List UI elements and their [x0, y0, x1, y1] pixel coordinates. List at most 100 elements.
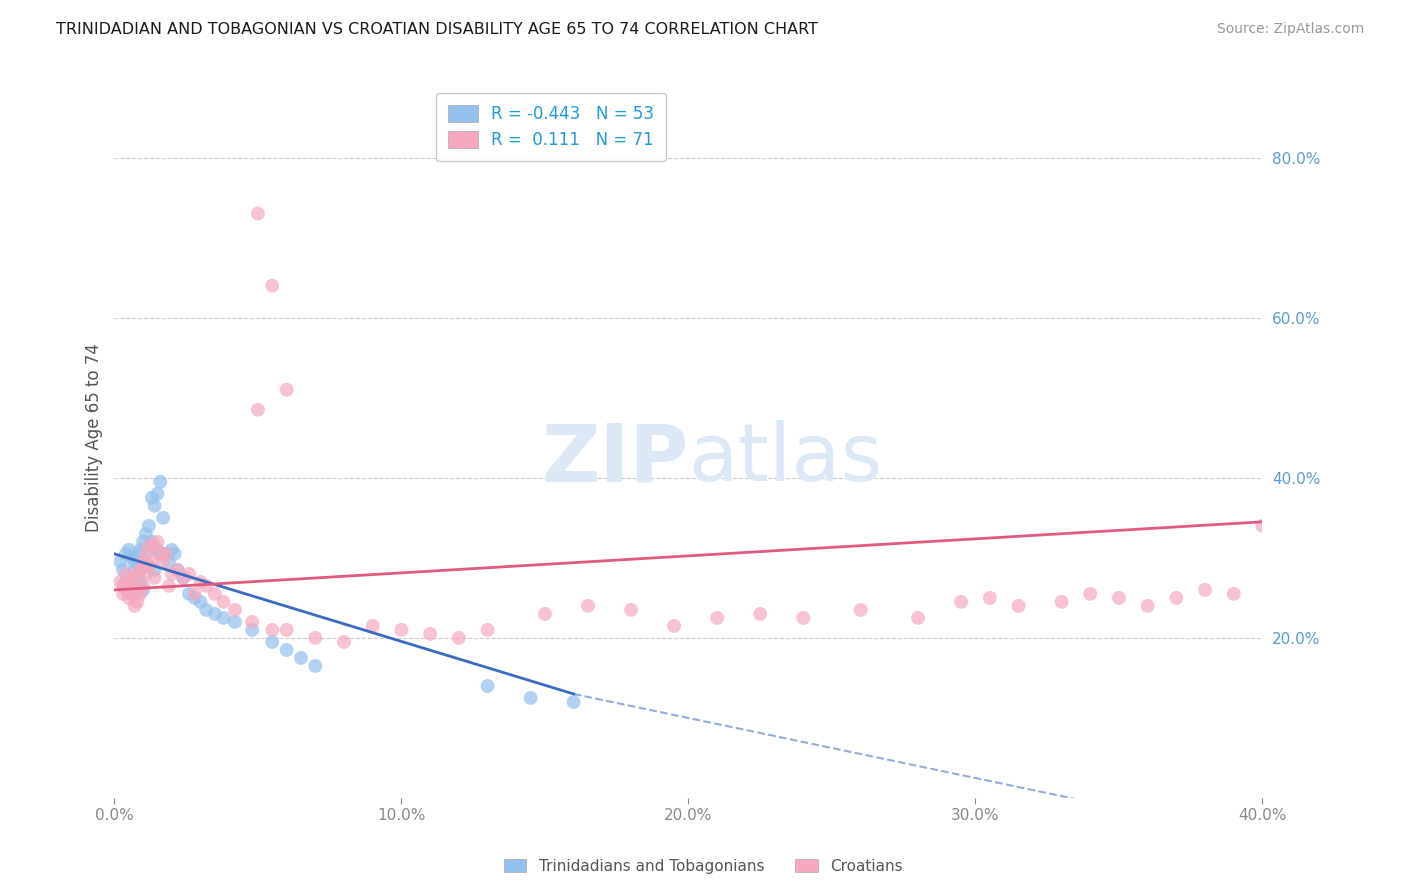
Point — [124, 555, 146, 569]
Point — [127, 582, 149, 597]
Point — [262, 278, 284, 293]
Point — [361, 619, 384, 633]
Point — [111, 563, 134, 577]
Point — [262, 635, 284, 649]
Point — [115, 582, 138, 597]
Point — [132, 558, 155, 573]
Point — [950, 595, 973, 609]
Point — [138, 558, 160, 573]
Point — [127, 566, 149, 581]
Point — [132, 534, 155, 549]
Point — [534, 607, 557, 621]
Point — [121, 587, 143, 601]
Point — [1007, 599, 1029, 613]
Point — [172, 571, 194, 585]
Point — [419, 627, 441, 641]
Point — [333, 635, 356, 649]
Point — [166, 563, 188, 577]
Point — [276, 643, 298, 657]
Text: TRINIDADIAN AND TOBAGONIAN VS CROATIAN DISABILITY AGE 65 TO 74 CORRELATION CHART: TRINIDADIAN AND TOBAGONIAN VS CROATIAN D… — [56, 22, 818, 37]
Point — [157, 579, 180, 593]
Text: Source: ZipAtlas.com: Source: ZipAtlas.com — [1216, 22, 1364, 37]
Point — [115, 566, 138, 581]
Point — [111, 579, 134, 593]
Point — [152, 555, 174, 569]
Point — [276, 623, 298, 637]
Point — [224, 615, 246, 629]
Point — [240, 623, 263, 637]
Point — [160, 542, 183, 557]
Point — [519, 690, 541, 705]
Point — [177, 566, 200, 581]
Point — [391, 623, 413, 637]
Legend: R = -0.443   N = 53, R =  0.111   N = 71: R = -0.443 N = 53, R = 0.111 N = 71 — [436, 93, 665, 161]
Point — [115, 547, 138, 561]
Point — [177, 587, 200, 601]
Point — [849, 603, 872, 617]
Point — [749, 607, 772, 621]
Point — [129, 542, 152, 557]
Point — [127, 547, 149, 561]
Point — [121, 587, 143, 601]
Point — [141, 491, 163, 505]
Point — [146, 487, 169, 501]
Point — [262, 623, 284, 637]
Point — [108, 555, 131, 569]
Point — [129, 563, 152, 577]
Point — [706, 611, 728, 625]
Point — [121, 550, 143, 565]
Point — [1050, 595, 1073, 609]
Point — [143, 539, 166, 553]
Point — [152, 511, 174, 525]
Y-axis label: Disability Age 65 to 74: Disability Age 65 to 74 — [86, 343, 103, 533]
Point — [149, 547, 172, 561]
Point — [124, 599, 146, 613]
Point — [1078, 587, 1101, 601]
Point — [132, 582, 155, 597]
Point — [155, 547, 177, 561]
Point — [124, 579, 146, 593]
Point — [204, 607, 226, 621]
Point — [143, 499, 166, 513]
Text: atlas: atlas — [689, 420, 883, 499]
Point — [118, 579, 141, 593]
Point — [132, 579, 155, 593]
Point — [246, 206, 269, 220]
Point — [447, 631, 470, 645]
Point — [132, 555, 155, 569]
Point — [1108, 591, 1130, 605]
Point — [184, 587, 207, 601]
Point — [146, 542, 169, 557]
Point — [979, 591, 1001, 605]
Point — [160, 566, 183, 581]
Point — [127, 582, 149, 597]
Point — [135, 566, 157, 581]
Point — [138, 518, 160, 533]
Point — [620, 603, 643, 617]
Point — [141, 555, 163, 569]
Point — [212, 595, 235, 609]
Point — [212, 611, 235, 625]
Point — [129, 587, 152, 601]
Point — [127, 595, 149, 609]
Point — [135, 547, 157, 561]
Point — [135, 547, 157, 561]
Point — [907, 611, 929, 625]
Point — [115, 574, 138, 589]
Point — [477, 679, 499, 693]
Point — [124, 563, 146, 577]
Point — [172, 571, 194, 585]
Point — [149, 475, 172, 489]
Point — [1166, 591, 1188, 605]
Point — [276, 383, 298, 397]
Point — [190, 574, 212, 589]
Point — [1251, 518, 1274, 533]
Point — [157, 555, 180, 569]
Point — [792, 611, 814, 625]
Point — [108, 574, 131, 589]
Point — [190, 595, 212, 609]
Point — [146, 534, 169, 549]
Point — [184, 591, 207, 605]
Point — [138, 539, 160, 553]
Point — [477, 623, 499, 637]
